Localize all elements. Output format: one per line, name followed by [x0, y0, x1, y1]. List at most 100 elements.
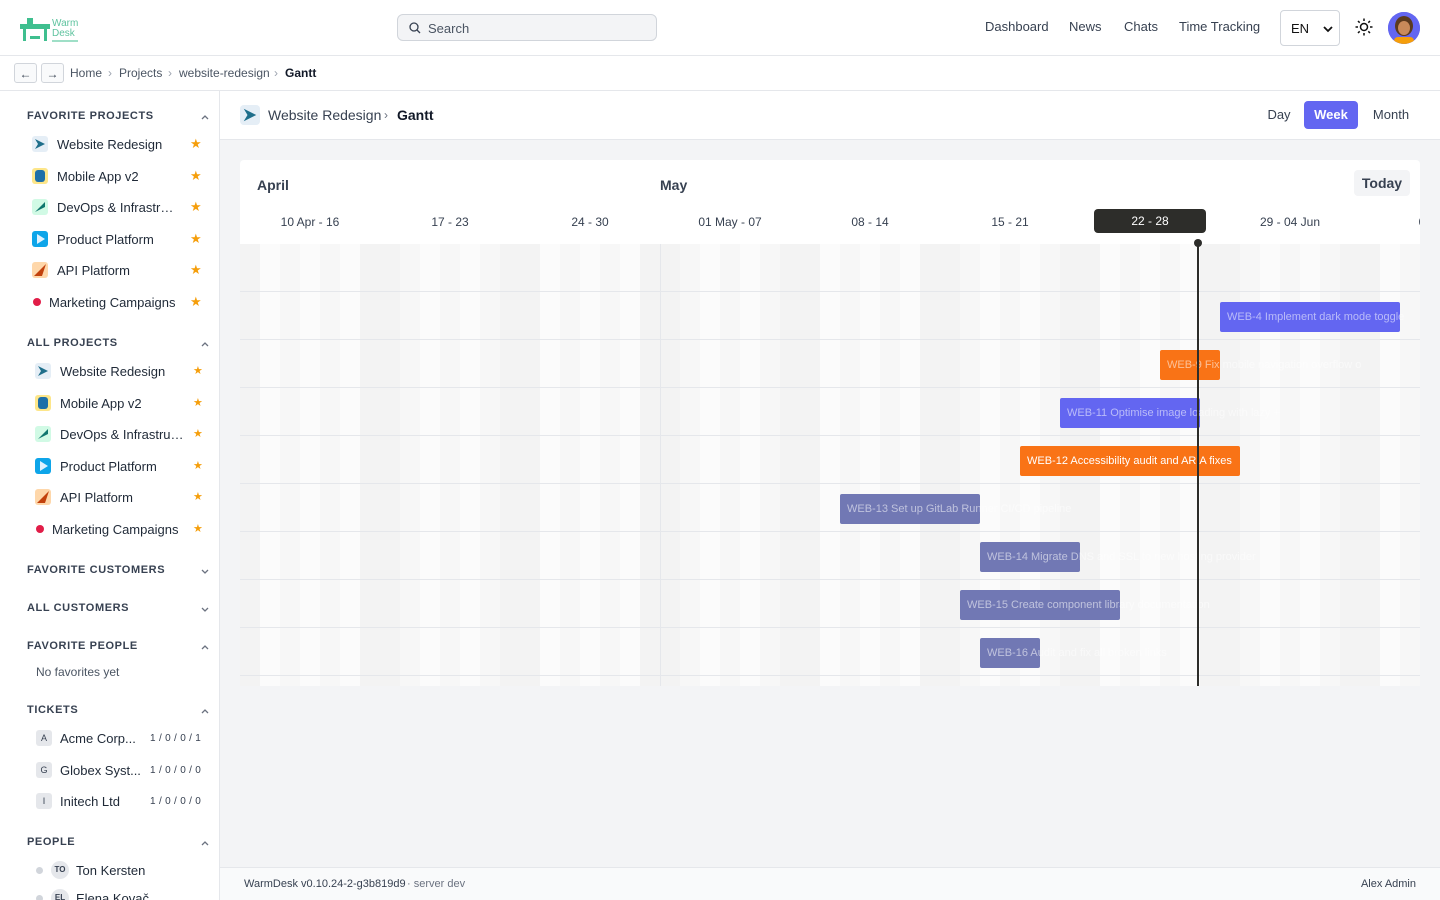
breadcrumb-projects[interactable]: Projects [119, 66, 163, 80]
star-icon[interactable]: ★ [190, 168, 202, 183]
sidebar-item-website-redesign[interactable]: Website Redesign ★ [0, 132, 219, 156]
back-button[interactable]: ← [14, 63, 37, 83]
search-input[interactable]: Search [397, 14, 657, 41]
scale-week-button[interactable]: Week [1304, 101, 1358, 129]
task-label[interactable]: WEB-15 Create component library document… [967, 599, 1210, 611]
breadcrumb-project[interactable]: website-redesign [179, 66, 270, 80]
ticket-customer-globex[interactable]: G Globex Syst... 1 / 0 / 0 / 0 [0, 758, 219, 782]
gantt-day-column [1000, 244, 1020, 686]
gantt-day-column [560, 244, 580, 686]
task-label[interactable]: WEB-16 Audit and fix all broken links [987, 647, 1167, 659]
chevron-up-icon[interactable] [201, 707, 209, 715]
star-icon[interactable]: ★ [193, 428, 203, 440]
people-header[interactable]: PEOPLE [27, 836, 76, 848]
app-version: WarmDesk v0.10.24-2-g3b819d9 [244, 878, 406, 890]
forward-button[interactable]: → [41, 63, 64, 83]
sidebar-item-mobile-app[interactable]: Mobile App v2 ★ [0, 391, 219, 415]
chevron-up-icon[interactable] [201, 643, 209, 651]
task-label[interactable]: WEB-13 Set up GitLab Runner CI/CD pipeli… [847, 503, 1072, 515]
task-bar[interactable] [980, 542, 1080, 572]
sidebar-item-devops[interactable]: DevOps & Infrastructure ★ [0, 195, 219, 219]
chevron-down-icon[interactable] [201, 567, 209, 575]
ticket-customer-initech[interactable]: I Initech Ltd 1 / 0 / 0 / 0 [0, 789, 219, 813]
task-label[interactable]: WEB-9 Fix mobile navigation overflow o [1167, 359, 1362, 371]
star-icon[interactable]: ★ [193, 523, 203, 535]
ticket-customer-acme[interactable]: A Acme Corp... 1 / 0 / 0 / 1 [0, 726, 219, 750]
all-projects-header[interactable]: ALL PROJECTS [27, 337, 118, 349]
star-icon[interactable]: ★ [190, 262, 202, 277]
nav-time-tracking[interactable]: Time Tracking [1179, 19, 1261, 34]
star-icon[interactable]: ★ [190, 294, 202, 309]
star-icon[interactable]: ★ [193, 460, 203, 472]
gantt-day-column [780, 244, 800, 686]
page-title: Gantt [397, 107, 434, 123]
star-icon[interactable]: ★ [190, 231, 202, 246]
favorite-customers-header[interactable]: FAVORITE CUSTOMERS [27, 564, 166, 576]
chevron-up-icon[interactable] [201, 113, 209, 121]
gantt-day-column [320, 244, 340, 686]
user-avatar[interactable] [1388, 12, 1420, 44]
search-placeholder: Search [428, 21, 470, 36]
sidebar-item-api-platform[interactable]: API Platform ★ [0, 258, 219, 282]
gantt-row [240, 436, 1420, 484]
nav-dashboard[interactable]: Dashboard [985, 19, 1049, 34]
customer-badge: G [36, 762, 52, 778]
sidebar-item-marketing[interactable]: Marketing Campaigns ★ [0, 517, 219, 541]
gantt-day-column [300, 244, 320, 686]
today-button[interactable]: Today [1354, 170, 1410, 196]
month-label: May [660, 177, 688, 193]
person-item[interactable]: TO Ton Kersten [0, 858, 219, 882]
person-item[interactable]: EL Elena Kovač [0, 886, 219, 900]
star-icon[interactable]: ★ [193, 365, 203, 377]
gantt-rows [240, 244, 1420, 686]
task-bar[interactable] [960, 590, 1120, 620]
current-user[interactable]: Alex Admin [1360, 878, 1416, 890]
task-bar[interactable] [1060, 398, 1200, 428]
favorite-people-header[interactable]: FAVORITE PEOPLE [27, 640, 138, 652]
no-favorites-text: No favorites yet [36, 665, 120, 679]
sidebar-item-website-redesign[interactable]: Website Redesign ★ [0, 359, 219, 383]
sun-icon[interactable] [1355, 18, 1373, 36]
nav-news[interactable]: News [1069, 19, 1102, 34]
task-bar[interactable] [1020, 446, 1240, 476]
task-bar[interactable] [980, 638, 1040, 668]
task-label[interactable]: WEB-11 Optimise image loading with lazy … [1067, 407, 1280, 419]
favorite-projects-header[interactable]: FAVORITE PROJECTS [27, 110, 154, 122]
language-select[interactable]: EN [1280, 10, 1340, 46]
sidebar: FAVORITE PROJECTS Website Redesign ★ Mob… [0, 91, 220, 900]
scale-day-button[interactable]: Day [1267, 107, 1291, 122]
project-link[interactable]: Website Redesign [268, 107, 382, 123]
ticket-counts: 1 / 0 / 0 / 0 [150, 796, 202, 807]
sidebar-item-product-platform[interactable]: Product Platform ★ [0, 454, 219, 478]
sidebar-item-label: API Platform [60, 490, 133, 505]
task-bar[interactable] [1220, 302, 1400, 332]
devops-icon [32, 199, 48, 215]
all-customers-header[interactable]: ALL CUSTOMERS [27, 602, 130, 614]
task-label[interactable]: WEB-12 Accessibility audit and ARIA fixe… [1027, 455, 1232, 467]
breadcrumb-home[interactable]: Home [70, 66, 103, 80]
task-bar[interactable] [1160, 350, 1220, 380]
gantt-row [240, 628, 1420, 676]
sidebar-item-mobile-app[interactable]: Mobile App v2 ★ [0, 164, 219, 188]
person-avatar: TO [51, 861, 69, 879]
logo-line-2: Desk [52, 28, 75, 39]
sidebar-item-product-platform[interactable]: Product Platform ★ [0, 227, 219, 251]
chevron-up-icon[interactable] [201, 839, 209, 847]
sidebar-item-api-platform[interactable]: API Platform ★ [0, 485, 219, 509]
star-icon[interactable]: ★ [193, 491, 203, 503]
star-icon[interactable]: ★ [193, 397, 203, 409]
tickets-header[interactable]: TICKETS [27, 704, 79, 716]
chevron-down-icon[interactable] [201, 605, 209, 613]
task-label[interactable]: WEB-14 Migrate DNS and SSL to new hostin… [987, 551, 1256, 563]
warmdesk-logo[interactable] [18, 16, 82, 44]
nav-chats[interactable]: Chats [1124, 19, 1158, 34]
task-label[interactable]: WEB-4 Implement dark mode toggle [1227, 311, 1405, 323]
chevron-up-icon[interactable] [201, 340, 209, 348]
sidebar-item-marketing[interactable]: Marketing Campaigns ★ [0, 290, 219, 314]
star-icon[interactable]: ★ [190, 199, 202, 214]
sidebar-item-devops[interactable]: DevOps & Infrastructure ★ [0, 422, 219, 446]
task-bar[interactable] [840, 494, 980, 524]
current-week-label: 22 - 28 [1094, 209, 1206, 233]
scale-month-button[interactable]: Month [1372, 107, 1410, 122]
star-icon[interactable]: ★ [190, 136, 202, 151]
